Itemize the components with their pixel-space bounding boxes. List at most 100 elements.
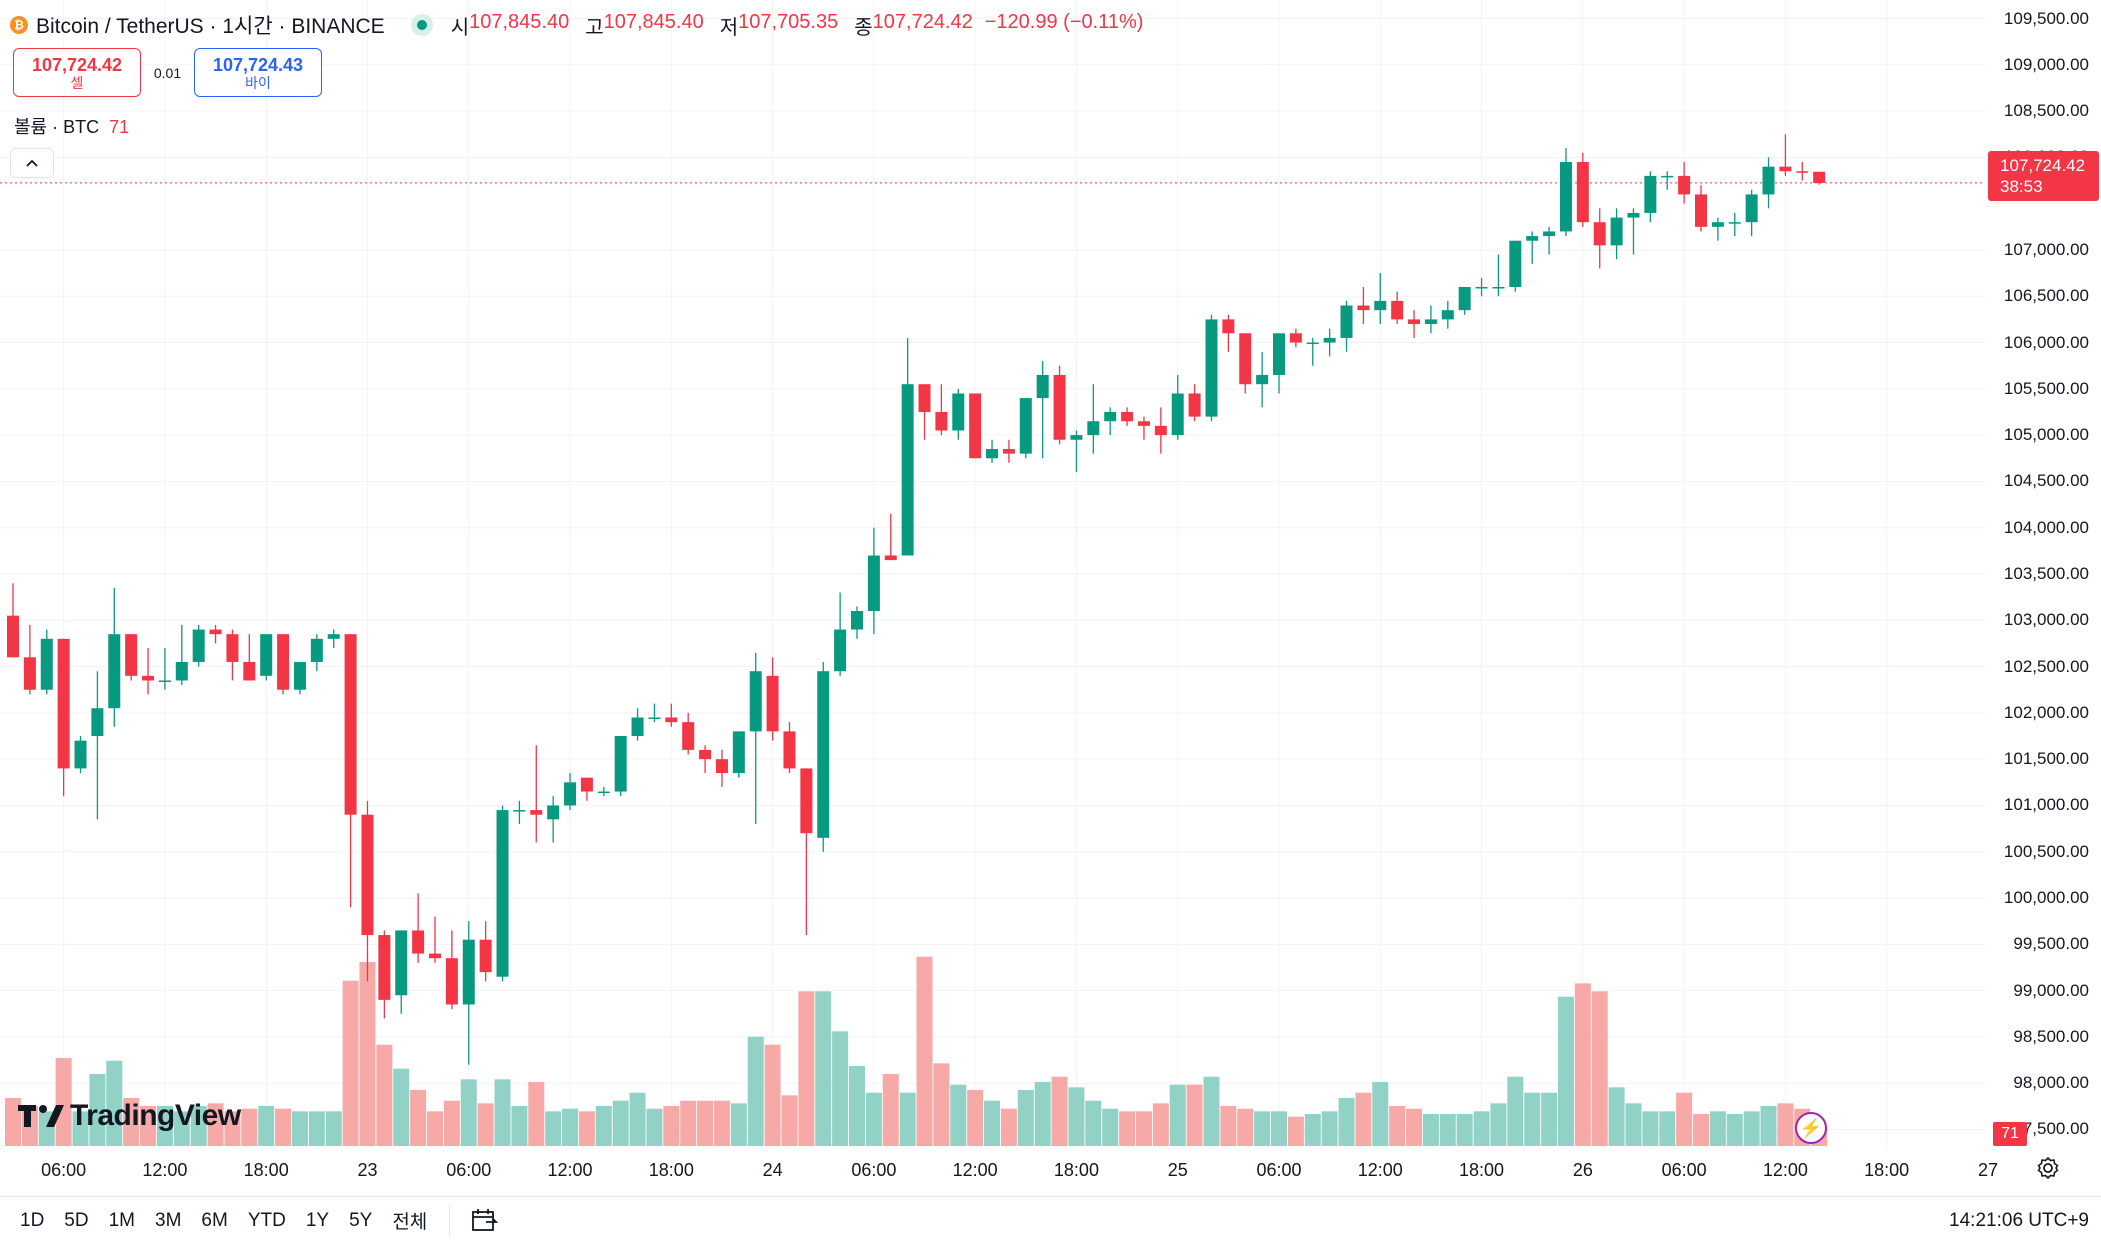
- time-tick-label: 06:00: [446, 1160, 492, 1180]
- range-3m[interactable]: 3M: [155, 1209, 182, 1231]
- volume-bar: [612, 1100, 629, 1146]
- candle-body: [1019, 398, 1032, 454]
- range-all[interactable]: 전체: [392, 1212, 428, 1233]
- candle-body: [91, 708, 104, 737]
- price-axis[interactable]: 109,500.00109,000.00108,500.00108,000.00…: [1985, 0, 2101, 1148]
- candle: [1711, 217, 1724, 241]
- lightning-icon[interactable]: ⚡: [1795, 1112, 1827, 1144]
- candle: [243, 634, 256, 681]
- low-value: 107,705.35: [738, 10, 839, 33]
- time-tick-label: 26: [1572, 1160, 1593, 1180]
- range-1m[interactable]: 1M: [108, 1209, 135, 1231]
- volume-bar: [1304, 1114, 1321, 1146]
- candle: [462, 921, 475, 1065]
- range-1y[interactable]: 1Y: [305, 1209, 330, 1231]
- last-price-label: 107,724.42 38:53: [1988, 151, 2099, 201]
- candle-body: [513, 810, 526, 812]
- candle-body: [243, 661, 256, 681]
- candle: [715, 749, 728, 787]
- candle-body: [1711, 222, 1724, 227]
- symbol-title[interactable]: Bitcoin / TetherUS · 1시간 · BINANCE: [36, 15, 385, 38]
- close-value: 107,724.42: [872, 10, 973, 33]
- price-chart[interactable]: [0, 0, 1985, 1148]
- volume-bar: [1372, 1082, 1389, 1146]
- candle-body: [935, 411, 948, 431]
- candle-body: [1745, 194, 1758, 223]
- volume-bar: [1321, 1111, 1338, 1146]
- candle-body: [884, 555, 897, 561]
- settings-icon[interactable]: [2034, 1154, 2062, 1182]
- volume-bar: [1186, 1084, 1203, 1146]
- candle-body: [361, 814, 374, 936]
- candle-body: [142, 675, 155, 681]
- candle: [1205, 314, 1218, 422]
- range-6m[interactable]: 6M: [201, 1209, 228, 1231]
- range-ytd[interactable]: YTD: [247, 1209, 286, 1231]
- candle: [1695, 185, 1707, 232]
- candle: [1543, 226, 1556, 255]
- price-tick-label: 100,500.00: [2003, 841, 2089, 861]
- collapse-legend-button[interactable]: [10, 148, 54, 178]
- volume-bar: [140, 1106, 157, 1146]
- chart-grid: [0, 0, 1985, 1148]
- candle-body: [108, 634, 121, 709]
- price-tick-label: 99,500.00: [2013, 934, 2089, 954]
- volume-bar: [730, 1103, 747, 1146]
- tradingview-logo[interactable]: TradingView: [18, 1098, 241, 1134]
- sell-label: 셀: [70, 74, 84, 91]
- candle: [1002, 439, 1015, 463]
- candle-body: [1610, 217, 1623, 246]
- price-tick-label: 102,000.00: [2003, 702, 2089, 722]
- candle-body: [1323, 337, 1336, 343]
- candle: [834, 592, 847, 676]
- volume-bar: [1068, 1087, 1085, 1146]
- candle-body: [1593, 222, 1606, 246]
- candle-body: [293, 661, 306, 690]
- candle-body: [462, 939, 475, 1005]
- volume-bar: [460, 1079, 477, 1146]
- time-tick-label: 12:00: [1762, 1160, 1808, 1180]
- go-to-date-icon[interactable]: [470, 1206, 500, 1236]
- range-5d[interactable]: 5D: [64, 1209, 89, 1231]
- volume-bar: [1743, 1111, 1760, 1146]
- buy-button[interactable]: 107,724.43 바이: [194, 48, 322, 97]
- price-tick-label: 105,500.00: [2003, 378, 2089, 398]
- volume-bar: [849, 1066, 865, 1146]
- volume-bar: [106, 1060, 123, 1146]
- candle-body: [1644, 175, 1657, 213]
- volume-legend[interactable]: 볼륨 · BTC 71: [14, 113, 129, 139]
- time-tick-label: 18:00: [648, 1160, 694, 1180]
- candle-body: [1374, 300, 1387, 311]
- volume-bar: [258, 1106, 275, 1146]
- candle: [783, 722, 796, 774]
- range-5y[interactable]: 5Y: [349, 1209, 373, 1231]
- sell-button[interactable]: 107,724.42 셀: [13, 48, 141, 97]
- clock-timezone[interactable]: 14:21:06 UTC+9: [1949, 1209, 2089, 1231]
- candle-body: [226, 634, 239, 662]
- candle-body: [530, 810, 543, 815]
- candle: [851, 606, 863, 639]
- time-axis[interactable]: 06:00 12:00 18:00 23 06:00 12:00 18:00 24 06:00 1…: [0, 1150, 1998, 1186]
- volume-bar: [781, 1095, 798, 1146]
- volume-bars: [5, 956, 1828, 1146]
- candle-body: [1273, 333, 1285, 375]
- volume-bar: [1152, 1103, 1169, 1146]
- candle: [108, 587, 121, 727]
- candle: [1087, 384, 1100, 454]
- candle: [1813, 171, 1826, 185]
- time-tick-label: 23: [357, 1160, 378, 1180]
- volume-bar: [1338, 1098, 1355, 1146]
- volume-bar: [933, 1063, 950, 1146]
- volume-bar: [1659, 1111, 1676, 1146]
- candle: [327, 629, 340, 649]
- range-1d[interactable]: 1D: [20, 1209, 45, 1231]
- volume-bar: [764, 1044, 781, 1146]
- candle: [310, 634, 323, 672]
- candle: [1019, 398, 1032, 459]
- price-tick-label: 103,000.00: [2003, 610, 2089, 630]
- candle: [7, 583, 19, 658]
- candle: [226, 629, 239, 681]
- price-tick-label: 107,000.00: [2003, 239, 2089, 259]
- time-tick-label: 25: [1167, 1160, 1188, 1180]
- volume-bar: [123, 1098, 140, 1146]
